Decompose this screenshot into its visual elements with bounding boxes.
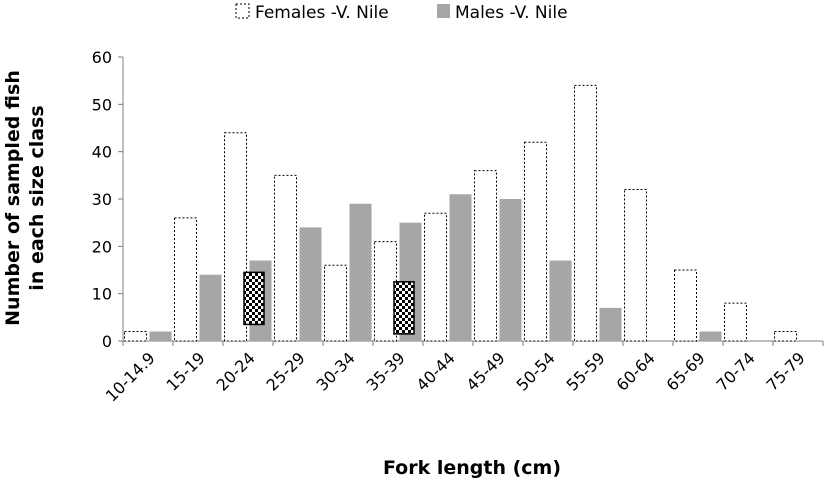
bar-males-30-34 — [349, 203, 372, 341]
plot-area: 0 10 20 30 40 50 60 10-14.9 15-19 20-24 25-29 30-34… — [92, 48, 824, 406]
bar-females-55-59 — [574, 84, 597, 342]
y-axis-title-line-2: in each size class — [26, 105, 48, 290]
y-tick-label: 50 — [92, 95, 112, 114]
legend-label-males: Males -V. Nile — [455, 3, 568, 23]
legend: Females -V. Nile Males -V. Nile — [235, 3, 568, 23]
checkerboard-marker-20-24 — [243, 271, 265, 326]
y-tick-label: 10 — [92, 285, 112, 304]
legend-swatch-females — [235, 3, 250, 19]
y-axis-title: Number of sampled fish in each size clas… — [2, 70, 48, 326]
bar-females-70-74 — [724, 302, 747, 342]
x-tick-label: 45-49 — [463, 348, 509, 394]
bar-males-65-69 — [699, 331, 722, 341]
bar-females-30-34 — [324, 264, 347, 342]
x-tick-label: 30-34 — [313, 348, 359, 394]
bar-males-50-54 — [549, 260, 572, 341]
bar-females-40-44 — [424, 212, 447, 342]
bar-females-20-24 — [224, 132, 247, 342]
y-tick-label: 30 — [92, 190, 112, 209]
x-tick-label: 25-29 — [263, 348, 309, 394]
x-tick-label: 10-14.9 — [102, 348, 159, 405]
x-axis-title: Fork length (cm) — [383, 457, 561, 479]
x-tick-label: 40-44 — [413, 348, 459, 394]
x-tick-label: 15-19 — [163, 348, 209, 394]
y-tick-label: 0 — [102, 332, 112, 351]
legend-label-females: Females -V. Nile — [255, 3, 389, 23]
bar-females-10-14.9 — [124, 331, 147, 342]
bar-females-50-54 — [524, 141, 547, 342]
x-tick-label: 75-79 — [763, 348, 809, 394]
y-tick-label: 20 — [92, 237, 112, 256]
bar-females-75-79 — [774, 331, 797, 342]
bar-females-35-39 — [374, 241, 397, 342]
bar-males-10-14.9 — [149, 331, 172, 341]
x-tick-label: 60-64 — [613, 348, 659, 394]
bar-females-60-64 — [624, 189, 647, 342]
x-tick-label: 70-74 — [713, 348, 759, 394]
bar-males-15-19 — [199, 274, 222, 341]
y-tick-label: 60 — [92, 48, 112, 67]
x-tick-label: 20-24 — [213, 348, 259, 394]
bar-females-25-29 — [274, 174, 297, 342]
bar-males-25-29 — [299, 227, 322, 341]
legend-swatch-males — [437, 4, 450, 18]
x-tick-label: 50-54 — [513, 348, 559, 394]
bar-females-15-19 — [174, 217, 197, 342]
bar-males-55-59 — [599, 307, 622, 341]
checkerboard-marker-35-39 — [393, 281, 415, 335]
bar-females-65-69 — [674, 269, 697, 342]
y-tick-label: 40 — [92, 143, 112, 162]
bar-males-40-44 — [449, 194, 472, 341]
bar-females-45-49 — [474, 170, 497, 342]
x-tick-label: 65-69 — [663, 348, 709, 394]
x-tick-label: 55-59 — [563, 348, 609, 394]
y-axis-title-line-1: Number of sampled fish — [2, 70, 24, 326]
x-tick-label: 35-39 — [363, 348, 409, 394]
bar-males-45-49 — [499, 199, 522, 341]
